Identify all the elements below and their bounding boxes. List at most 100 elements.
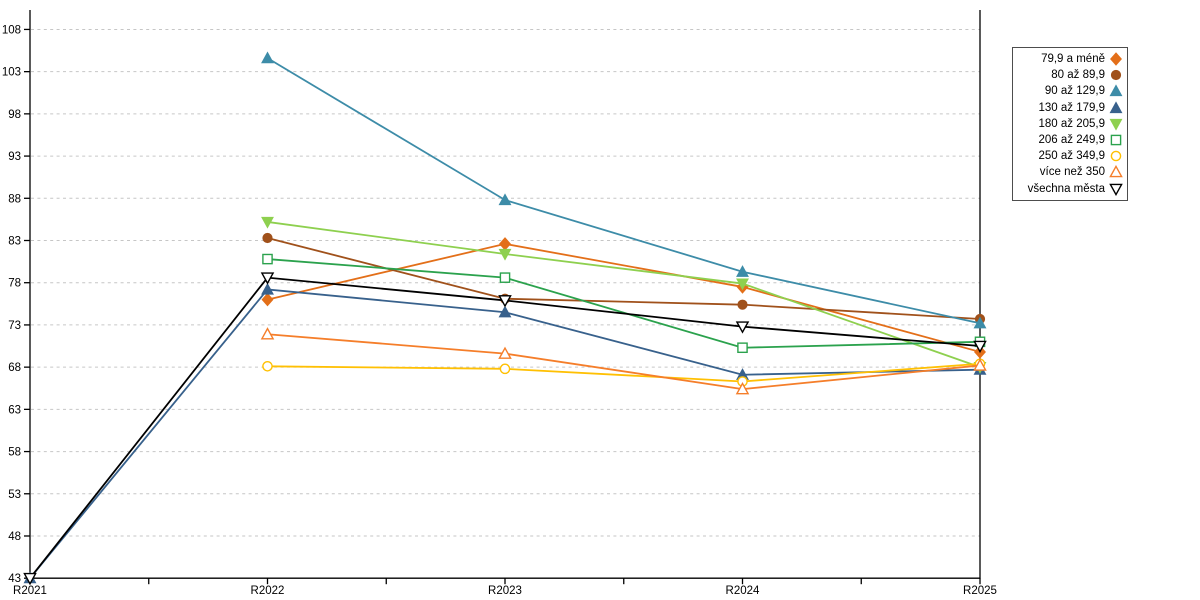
- y-axis-tick-label: 103: [2, 67, 21, 79]
- square-open-icon: [737, 342, 748, 354]
- triangle-down-filled-icon: [736, 278, 749, 291]
- series-line: [29, 288, 981, 579]
- y-axis-tick-label: 53: [8, 489, 21, 501]
- triangle-up-filled-icon: [1109, 84, 1123, 97]
- legend-label: více než 350: [1039, 166, 1105, 179]
- y-axis-tick-label: 63: [8, 404, 21, 416]
- legend-marker: [1109, 84, 1123, 97]
- triangle-down-open-icon: [1109, 183, 1123, 196]
- series-line: [267, 221, 981, 368]
- triangle-down-filled-icon: [1109, 118, 1123, 131]
- legend-label: 130 až 179,9: [1038, 101, 1105, 114]
- y-axis-tick-label: 83: [8, 236, 21, 248]
- circle-filled-icon: [737, 299, 748, 310]
- y-axis-tick-label: 68: [8, 362, 21, 374]
- legend-marker: [1109, 183, 1123, 196]
- circle-open-icon: [499, 363, 511, 375]
- legend-label: všechna města: [1027, 182, 1105, 195]
- series-1: [262, 232, 986, 325]
- x-axis-tick-label: R2023: [488, 585, 522, 597]
- series-line: [267, 258, 981, 349]
- legend-marker: [1109, 165, 1123, 178]
- legend-marker: [1110, 52, 1122, 66]
- y-axis-tick-label: 58: [8, 447, 21, 459]
- square-open-icon: [1110, 134, 1122, 146]
- legend-item: všechna města: [1015, 181, 1123, 197]
- legend-label: 90 až 129,9: [1044, 85, 1105, 98]
- legend-item: 180 až 205,9: [1015, 116, 1123, 132]
- circle-filled-icon: [1110, 70, 1122, 81]
- series-line: [267, 57, 981, 325]
- legend-item: více než 350: [1015, 164, 1123, 180]
- y-axis-tick-label: 78: [8, 278, 21, 290]
- triangle-up-filled-icon: [1109, 101, 1123, 113]
- triangle-up-open-icon: [973, 358, 987, 371]
- legend: 79,9 a méně 80 až 89,9 90 až 129,9 130 až 1…: [1012, 47, 1128, 201]
- triangle-down-open-icon: [973, 340, 987, 354]
- triangle-down-open-icon: [23, 572, 37, 586]
- triangle-down-filled-icon: [261, 216, 274, 229]
- x-axis-tick-label: R2022: [251, 585, 285, 597]
- triangle-down-open-icon: [735, 321, 750, 334]
- triangle-up-filled-icon: [498, 305, 512, 318]
- legend-item: 250 až 349,9: [1015, 148, 1123, 164]
- y-axis-tick-label: 43: [8, 573, 21, 585]
- series-line: [267, 362, 981, 383]
- legend-marker: [1109, 101, 1123, 113]
- legend-item: 90 až 129,9: [1015, 83, 1123, 99]
- y-axis-tick-label: 88: [8, 193, 21, 205]
- legend-item: 79,9 a méně: [1015, 51, 1123, 67]
- square-open-icon: [262, 253, 273, 265]
- circle-open-icon: [262, 360, 273, 372]
- triangle-down-open-icon: [260, 272, 275, 285]
- legend-label: 250 až 349,9: [1038, 150, 1105, 163]
- legend-item: 206 až 249,9: [1015, 132, 1123, 148]
- series-6: [262, 358, 986, 387]
- series-0: [261, 237, 986, 359]
- circle-filled-icon: [262, 232, 273, 244]
- series-7: [260, 327, 987, 395]
- square-open-icon: [499, 272, 511, 283]
- triangle-up-filled-icon: [261, 282, 274, 295]
- triangle-up-filled-icon: [261, 51, 274, 64]
- triangle-up-open-icon: [735, 382, 750, 395]
- series-line: [267, 242, 981, 353]
- triangle-up-open-icon: [260, 327, 275, 340]
- legend-marker: [1109, 118, 1123, 131]
- y-axis-tick-label: 93: [8, 151, 21, 163]
- triangle-up-filled-icon: [498, 193, 512, 206]
- legend-label: 80 až 89,9: [1051, 69, 1105, 82]
- triangle-up-filled-icon: [736, 265, 749, 277]
- series-line: [29, 276, 981, 579]
- legend-marker: [1110, 70, 1122, 81]
- triangle-up-open-icon: [498, 346, 512, 359]
- triangle-up-open-icon: [1109, 165, 1123, 178]
- legend-item: 80 až 89,9: [1015, 67, 1123, 83]
- series-8: [23, 272, 987, 586]
- diamond-filled-icon: [261, 292, 274, 307]
- y-axis-tick-label: 108: [2, 24, 21, 36]
- legend-marker: [1110, 150, 1122, 162]
- x-axis-tick-label: R2021: [13, 585, 47, 597]
- x-axis-tick-label: R2025: [963, 585, 997, 597]
- triangle-up-filled-icon: [973, 316, 987, 329]
- series-line: [267, 237, 981, 320]
- triangle-down-open-icon: [498, 295, 512, 308]
- diamond-filled-icon: [1110, 52, 1122, 66]
- y-axis-tick-label: 73: [8, 320, 21, 332]
- diamond-filled-icon: [499, 237, 511, 251]
- series-2: [261, 51, 987, 329]
- y-axis-tick-label: 98: [8, 109, 21, 121]
- legend-label: 180 až 205,9: [1038, 117, 1105, 130]
- circle-open-icon: [1110, 150, 1122, 162]
- legend-item: 130 až 179,9: [1015, 100, 1123, 116]
- legend-marker: [1110, 134, 1122, 146]
- series-3: [23, 282, 987, 584]
- y-axis-tick-label: 48: [8, 531, 21, 543]
- legend-label: 79,9 a méně: [1041, 53, 1105, 66]
- triangle-down-filled-icon: [498, 248, 512, 261]
- series-line: [267, 333, 981, 390]
- legend-label: 206 až 249,9: [1038, 134, 1105, 147]
